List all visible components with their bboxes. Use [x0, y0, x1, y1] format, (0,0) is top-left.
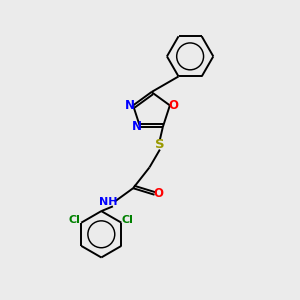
Text: O: O — [153, 187, 163, 200]
Text: Cl: Cl — [122, 215, 134, 225]
Text: Cl: Cl — [69, 215, 81, 225]
Text: N: N — [124, 99, 134, 112]
Text: N: N — [132, 121, 142, 134]
Text: O: O — [168, 99, 178, 112]
Text: NH: NH — [99, 197, 117, 207]
Text: S: S — [155, 138, 165, 151]
